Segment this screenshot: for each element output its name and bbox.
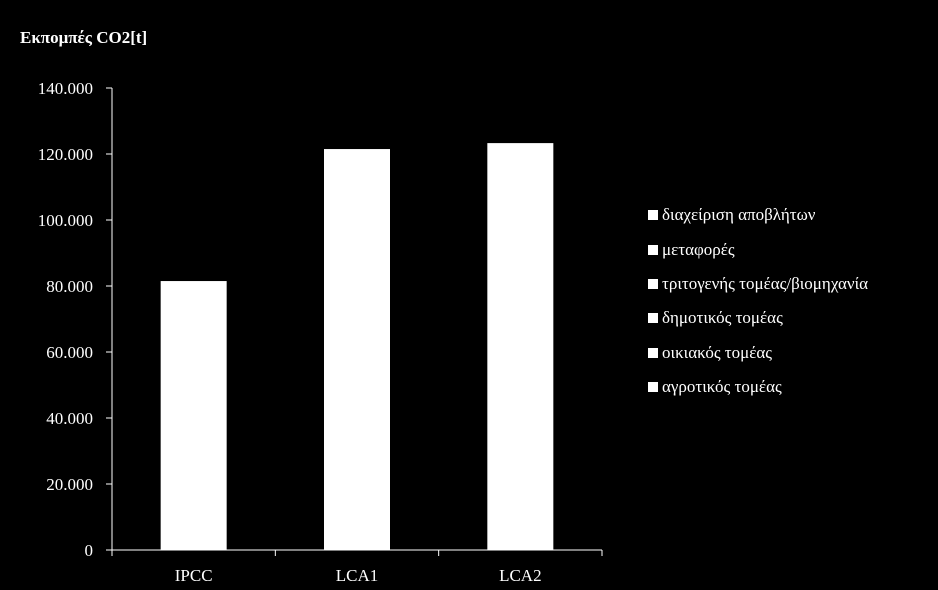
x-tick-label: LCA1 — [336, 566, 379, 585]
legend-item: οικιακός τομέας — [648, 336, 868, 370]
legend-label: διαχείριση αποβλήτων — [662, 205, 816, 225]
x-tick-label: IPCC — [175, 566, 213, 585]
y-tick-label: 40.000 — [46, 409, 93, 428]
y-axis-label: Εκπομπές CO2[t] — [20, 28, 148, 47]
legend-swatch — [648, 244, 658, 255]
y-tick-label: 140.000 — [38, 79, 93, 98]
legend-label: τριτογενής τομέας/βιομηχανία — [662, 273, 869, 293]
y-tick-label: 120.000 — [38, 145, 93, 164]
legend-item: διαχείριση αποβλήτων — [648, 198, 868, 232]
bar-ipcc — [160, 281, 227, 550]
y-tick-label: 60.000 — [46, 343, 93, 362]
legend-swatch — [648, 382, 658, 393]
y-tick-label: 100.000 — [38, 211, 93, 230]
legend-label: οικιακός τομέας — [662, 342, 773, 362]
legend-item: μεταφορές — [648, 232, 868, 266]
legend-item: τριτογενής τομέας/βιομηχανία — [648, 267, 868, 301]
legend-item: δημοτικός τομέας — [648, 301, 868, 335]
legend-swatch — [648, 347, 658, 358]
legend-label: δημοτικός τομέας — [662, 308, 783, 328]
legend-item: αγροτικός τομέας — [648, 370, 868, 404]
bar-lca1 — [324, 149, 390, 551]
y-tick-label: 0 — [85, 541, 94, 560]
legend-label: μεταφορές — [662, 239, 735, 259]
legend-swatch — [648, 210, 658, 221]
x-tick-label: LCA2 — [499, 566, 542, 585]
bar-lca2 — [487, 143, 554, 551]
legend-swatch — [648, 313, 658, 324]
chart-legend: διαχείριση αποβλήτων μεταφορές τριτογενής … — [648, 198, 868, 404]
legend-label: αγροτικός τομέας — [662, 377, 782, 397]
legend-swatch — [648, 278, 658, 289]
y-tick-label: 80.000 — [46, 277, 93, 296]
y-tick-label: 20.000 — [46, 475, 93, 494]
